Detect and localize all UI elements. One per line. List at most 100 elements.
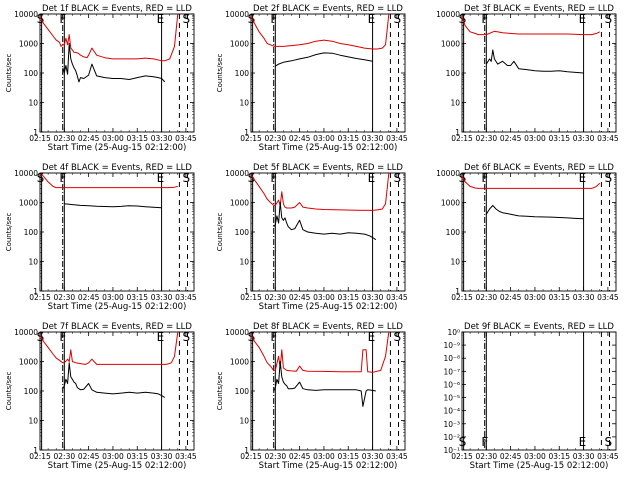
x-tick-label: 02:45: [289, 293, 311, 302]
x-tick-label: 02:15: [451, 452, 473, 461]
event-marker-label: S: [459, 435, 467, 449]
y-tick-label: 10000: [14, 169, 38, 178]
y-axis-label: Counts/sec: [216, 372, 224, 411]
x-tick-label: 03:15: [548, 452, 570, 461]
y-tick-label: 100: [235, 387, 250, 396]
series-lld-line: [250, 172, 390, 211]
y-tick-label: 10: [239, 417, 249, 426]
y-tick-label: 1: [244, 446, 249, 455]
y-tick-label: 10000: [14, 10, 38, 19]
event-marker-label: F: [481, 435, 488, 449]
panel-title: Det 5f BLACK = Events, RED = LLD: [253, 163, 403, 173]
x-tick-label: 02:45: [78, 452, 100, 461]
series-events-line: [485, 204, 584, 220]
x-tick-label: 02:30: [54, 293, 76, 302]
x-tick-label: 03:00: [102, 134, 124, 143]
detector-panel-7: Det 7f BLACK = Events, RED = LLD 1 10 100 10…: [5, 322, 197, 471]
event-marker-label: S: [37, 12, 45, 26]
x-tick-label: 03:45: [597, 452, 619, 461]
y-tick-label: 1: [33, 287, 38, 296]
event-marker-label: F: [270, 330, 277, 344]
x-axis-label: Start Time (25-Aug-15 02:12:00): [48, 302, 187, 312]
y-tick-label: 10000: [436, 10, 460, 19]
x-tick-label: 03:45: [175, 293, 197, 302]
x-tick-label: 02:45: [500, 134, 522, 143]
event-marker-label: S: [248, 12, 256, 26]
x-tick-label: 02:15: [240, 452, 262, 461]
x-axis-label: Start Time (25-Aug-15 02:12:00): [259, 143, 398, 153]
y-tick-label: 100: [24, 69, 39, 78]
y-axis-label: Counts/sec: [5, 54, 13, 93]
event-marker-label: S: [248, 171, 256, 185]
x-tick-label: 03:15: [548, 293, 570, 302]
panel-title: Det 9f BLACK = Events, RED = LLD: [464, 322, 614, 332]
detector-panel-3: Det 3f BLACK = Events, RED = LLD 1 10 100 10…: [436, 4, 619, 143]
y-tick-label: 1000: [441, 40, 460, 49]
x-tick-label: 03:30: [362, 452, 384, 461]
x-tick-label: 03:00: [102, 293, 124, 302]
event-marker-label: F: [270, 12, 277, 26]
y-tick-label: 10000: [14, 328, 38, 337]
x-tick-label: 03:00: [313, 293, 335, 302]
event-marker-label: F: [59, 330, 66, 344]
series-lld-line: [39, 331, 179, 365]
y-tick-label: 1: [244, 287, 249, 296]
y-tick-label: 10⁻⁴: [443, 407, 460, 416]
x-tick-label: 03:00: [524, 293, 546, 302]
x-tick-label: 02:15: [29, 452, 51, 461]
y-tick-label: 100: [446, 69, 461, 78]
x-tick-label: 03:15: [548, 134, 570, 143]
x-tick-label: 02:15: [240, 134, 262, 143]
panel-title: Det 7f BLACK = Events, RED = LLD: [42, 322, 192, 332]
y-tick-label: 10: [239, 258, 249, 267]
x-tick-label: 03:45: [175, 452, 197, 461]
y-tick-label: 1: [33, 446, 38, 455]
y-axis-label: Counts/sec: [216, 54, 224, 93]
x-tick-label: 03:30: [362, 293, 384, 302]
y-tick-label: 10⁻⁷: [443, 367, 460, 376]
y-tick-label: 1000: [19, 358, 38, 367]
x-tick-label: 03:45: [386, 134, 408, 143]
series-events-line: [273, 202, 377, 241]
y-tick-label: 100: [235, 69, 250, 78]
y-tick-label: 10: [450, 99, 460, 108]
panel-title: Det 8f BLACK = Events, RED = LLD: [253, 322, 403, 332]
series-lld-line: [250, 13, 390, 50]
y-tick-label: 10: [239, 99, 249, 108]
detector-panel-4: Det 4f BLACK = Events, RED = LLD 1 10 100 10…: [5, 163, 197, 312]
x-tick-label: 02:30: [265, 134, 287, 143]
event-marker-label: S: [605, 171, 613, 185]
x-tick-label: 02:30: [476, 134, 498, 143]
event-marker-label: E: [157, 171, 165, 185]
x-tick-label: 03:45: [597, 134, 619, 143]
x-tick-label: 03:00: [524, 134, 546, 143]
series-events-line: [273, 361, 376, 407]
y-tick-label: 1000: [19, 40, 38, 49]
x-tick-label: 02:15: [29, 134, 51, 143]
y-tick-label: 1000: [230, 358, 249, 367]
y-tick-label: 100: [24, 387, 39, 396]
y-axis-label: Counts/sec: [5, 213, 13, 252]
y-tick-label: 10⁻⁹: [443, 341, 460, 350]
y-tick-label: 10⁰: [447, 328, 460, 337]
panel-title: Det 3f BLACK = Events, RED = LLD: [464, 4, 614, 14]
x-axis-label: Start Time (25-Aug-15 02:12:00): [48, 461, 187, 471]
detector-panel-1: Det 1f BLACK = Events, RED = LLD 1 10 100 10…: [5, 4, 197, 153]
x-tick-label: 03:30: [151, 452, 173, 461]
x-tick-label: 03:45: [597, 293, 619, 302]
x-tick-label: 03:45: [175, 134, 197, 143]
detector-panel-9: Det 9f BLACK = Events, RED = LLD 10⁻¹ 10⁻²…: [443, 322, 618, 471]
y-tick-label: 10⁻³: [443, 420, 460, 429]
event-marker-label: E: [368, 12, 376, 26]
event-marker-label: S: [183, 12, 191, 26]
x-tick-label: 02:45: [289, 134, 311, 143]
series-events-line: [485, 49, 584, 74]
event-marker-label: S: [37, 330, 45, 344]
series-events-line: [62, 362, 166, 398]
panel-title: Det 6f BLACK = Events, RED = LLD: [464, 163, 614, 173]
x-tick-label: 02:30: [54, 134, 76, 143]
x-tick-label: 03:15: [337, 293, 359, 302]
y-tick-label: 10⁻⁸: [443, 354, 460, 363]
y-tick-label: 1000: [441, 199, 460, 208]
